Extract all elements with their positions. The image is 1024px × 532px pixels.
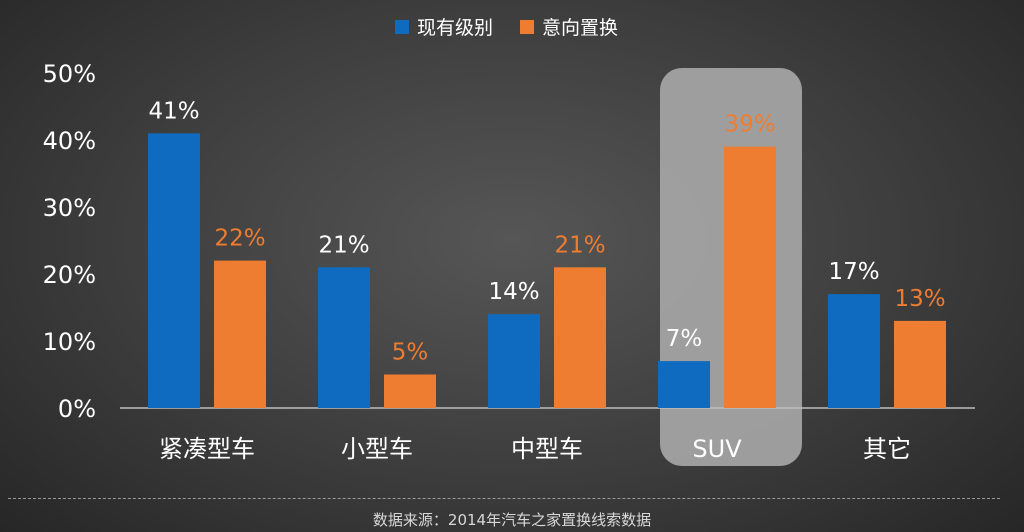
bar-current (318, 267, 370, 408)
data-label: 5% (392, 340, 429, 366)
y-tick-label: 50% (43, 60, 96, 88)
x-category-label: 中型车 (511, 435, 583, 463)
bar-intended (724, 146, 776, 408)
bar-intended (384, 374, 436, 408)
x-category-label: 小型车 (341, 435, 413, 463)
bar-intended (894, 320, 946, 408)
y-tick-label: 10% (43, 328, 96, 356)
data-label: 22% (214, 226, 265, 252)
bar-current (148, 133, 200, 409)
legend-swatch-intended (520, 20, 534, 34)
footer-divider (8, 498, 1000, 499)
data-label: 7% (666, 326, 703, 352)
legend-swatch-current (395, 20, 409, 34)
bar-intended (554, 267, 606, 408)
x-category-label: SUV (692, 435, 742, 463)
x-category-label: 紧凑型车 (159, 435, 255, 463)
data-label: 17% (828, 259, 879, 285)
data-label: 39% (724, 112, 775, 138)
y-tick-label: 30% (43, 194, 96, 222)
data-label: 14% (488, 279, 539, 305)
bar-current (828, 294, 880, 408)
x-category-label: 其它 (863, 435, 911, 463)
y-tick-label: 40% (43, 127, 96, 155)
bar-current (658, 361, 710, 408)
data-label: 13% (894, 286, 945, 312)
y-tick-label: 20% (43, 261, 96, 289)
source-note: 数据来源：2014年汽车之家置换线索数据 (372, 511, 652, 529)
bar-current (488, 314, 540, 408)
legend-label: 现有级别 (417, 17, 493, 39)
bar-chart: 0% 10% 20% 30% 40% 50% 41% 22% 紧凑型车 21% 5% 小型车 14% 21… (43, 17, 975, 466)
data-label: 21% (554, 232, 605, 258)
data-label: 21% (318, 232, 369, 258)
bar-intended (214, 260, 266, 408)
legend-label: 意向置换 (542, 17, 618, 39)
y-tick-label: 0% (58, 395, 96, 423)
data-label: 41% (148, 98, 199, 124)
